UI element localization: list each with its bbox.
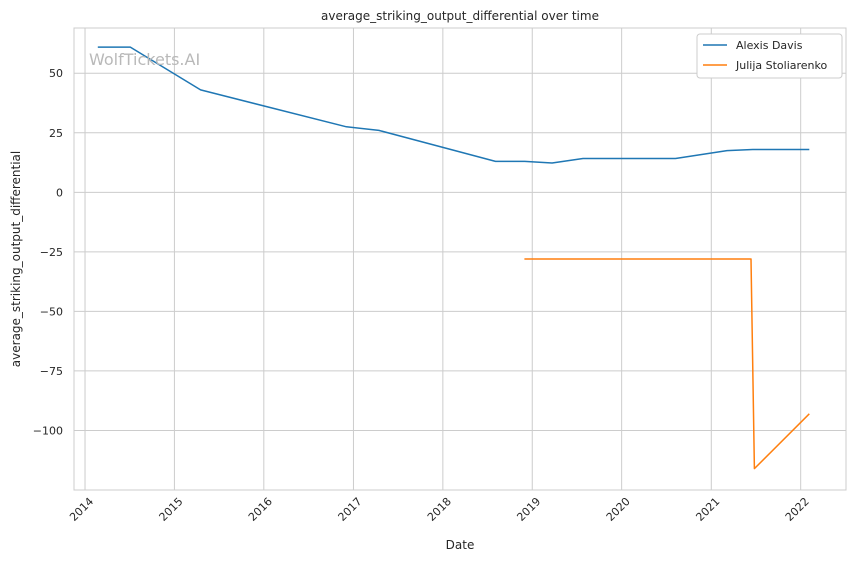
x-tick-label: 2020: [604, 495, 633, 524]
watermark: WolfTickets.AI: [89, 50, 200, 69]
series-lines: [97, 46, 810, 470]
legend-label-julija-stoliarenko: Julija Stoliarenko: [735, 59, 827, 72]
legend-label-alexis-davis: Alexis Davis: [736, 39, 803, 52]
x-axis-ticks: 2014 2015 2016 2017 2018 2019 2020 2021 2022: [67, 495, 812, 524]
y-tick-label: −50: [40, 305, 63, 318]
y-tick-label: 25: [49, 127, 63, 140]
y-tick-label: −75: [40, 365, 63, 378]
y-tick-label: 50: [49, 67, 63, 80]
x-tick-label: 2022: [783, 495, 812, 524]
x-tick-label: 2015: [157, 495, 186, 524]
series-line-alexis-davis: [97, 46, 810, 164]
x-tick-label: 2021: [693, 495, 722, 524]
grid-lines: [74, 28, 846, 490]
legend-box: [696, 33, 843, 79]
y-axis-ticks: 50 25 0 −25 −50 −75 −100: [33, 67, 63, 437]
y-tick-label: 0: [56, 186, 63, 199]
y-tick-label: −25: [40, 246, 63, 259]
y-axis-title: average_striking_output_differential: [9, 151, 23, 367]
chart-title: average_striking_output_differential ove…: [321, 9, 599, 23]
series-line-julija-stoliarenko: [524, 258, 810, 470]
y-tick-label: −100: [33, 424, 63, 437]
legend: Alexis Davis Julija Stoliarenko: [696, 33, 843, 79]
x-tick-label: 2018: [425, 495, 454, 524]
x-tick-label: 2014: [67, 495, 96, 524]
x-tick-label: 2019: [514, 495, 543, 524]
x-tick-label: 2016: [246, 495, 275, 524]
x-tick-label: 2017: [336, 495, 365, 524]
x-axis-title: Date: [446, 538, 475, 552]
